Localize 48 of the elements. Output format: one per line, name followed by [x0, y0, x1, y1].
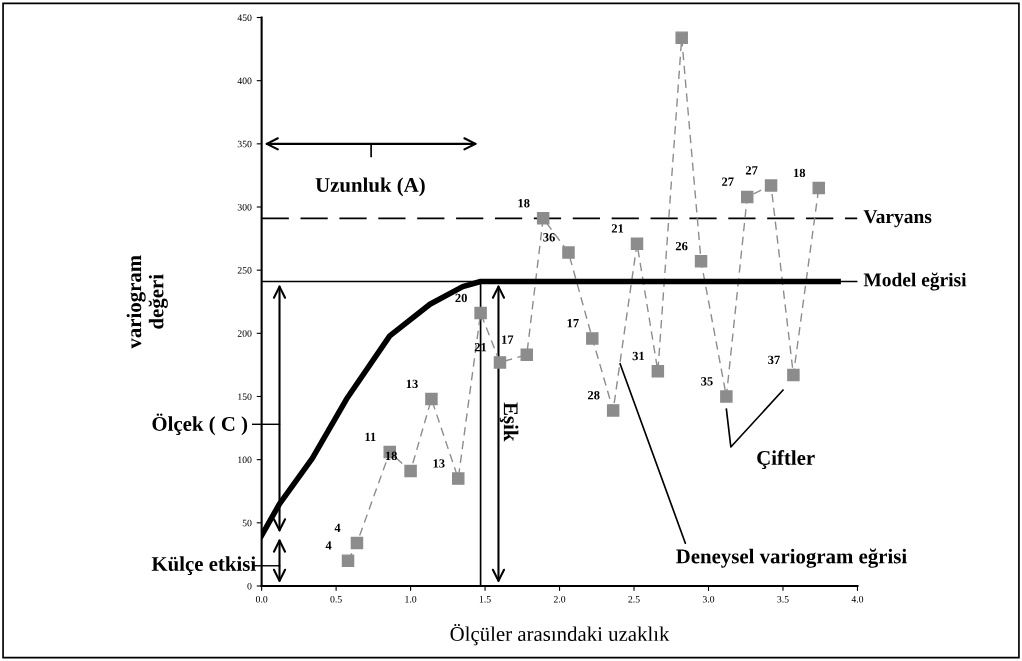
annotation: 35	[701, 377, 713, 386]
x-tick-label: 3.5	[777, 596, 789, 603]
annotation: 4	[325, 541, 332, 550]
annotation: 37	[768, 355, 780, 365]
annotation: 21	[611, 224, 624, 233]
y-tick-label: 150	[238, 393, 252, 400]
annotation: 28	[588, 390, 600, 400]
annotation: 27	[745, 166, 758, 175]
annotation: 31	[632, 351, 645, 361]
y-tick-label: 50	[242, 519, 252, 527]
x-tick-label: 4.0	[851, 595, 864, 603]
x-tick-label: 2.5	[628, 596, 640, 603]
annotation: 11	[365, 432, 376, 441]
ref-line-label: Varyans	[863, 210, 932, 228]
annotation: 13	[433, 459, 445, 468]
x-tick-label: 1.0	[405, 595, 417, 603]
annotation: 4	[334, 523, 341, 532]
annotation: 20	[455, 293, 467, 303]
annotation: 36	[543, 233, 555, 242]
y-tick-label: 100	[238, 456, 252, 464]
x-tick-label: 0.5	[330, 595, 342, 603]
annotation: Eşik	[499, 402, 519, 442]
annotation: Uzunluk (A)	[315, 177, 425, 197]
y-tick-label: 0	[247, 582, 252, 590]
annotation: 18	[794, 168, 806, 178]
annotation: 13	[406, 379, 418, 389]
y-tick-label: 450	[237, 14, 252, 21]
y-tick-label: 250	[237, 267, 252, 274]
annotation: 17	[567, 319, 579, 328]
x-axis-title: Ölçüler arasındaki uzaklık	[450, 623, 670, 646]
annotation: 18	[518, 198, 530, 208]
x-tick-label: 2.0	[553, 595, 566, 603]
y-axis-title: variogram değeri	[126, 255, 168, 349]
x-tick-label: 0.0	[255, 595, 268, 603]
annotation: Çiftler	[757, 450, 815, 469]
series-label: Model eğrisi	[863, 272, 967, 291]
y-tick-label: 200	[237, 330, 252, 337]
x-tick-label: 1.5	[479, 596, 491, 603]
annotation: Deneysel variogram eğrisi	[676, 548, 907, 568]
y-tick-label: 400	[237, 77, 252, 85]
x-tick-label: 3.0	[702, 595, 715, 603]
y-tick-label: 300	[237, 203, 252, 211]
text: Külçe etkisi	[151, 556, 256, 576]
y-tick-label: 350	[237, 140, 252, 148]
annotation: 27	[722, 177, 734, 186]
annotation: 17	[502, 335, 514, 344]
annotation: 26	[675, 241, 688, 251]
text: Ölçek ( C )	[152, 413, 248, 436]
